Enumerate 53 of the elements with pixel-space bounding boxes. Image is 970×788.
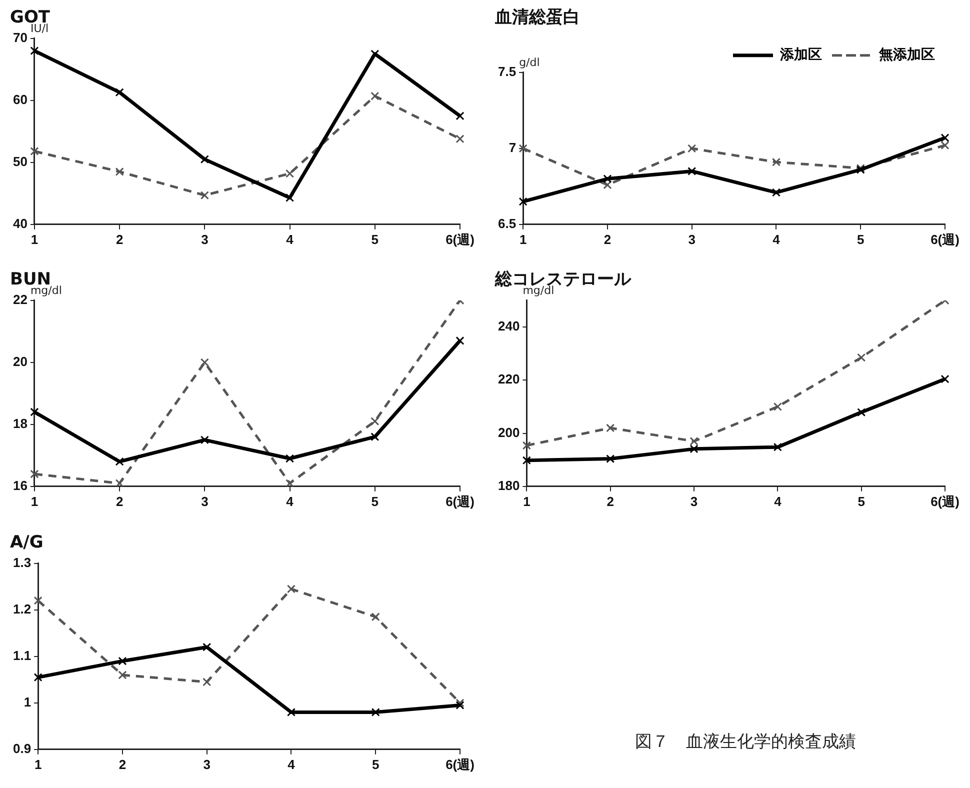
x-tick-label: 3 [690,494,698,509]
y-tick-label: 18 [12,416,28,431]
y-tick-label: 20 [12,354,28,369]
x-tick-label: 6(週) [446,494,474,509]
x-tick-label: 2 [604,232,612,247]
x-tick-label: 4 [772,232,781,247]
y-tick-label: 16 [12,478,28,493]
x-tick-label: 3 [688,232,696,247]
y-tick-label: 1.3 [12,554,32,570]
y-tick-label: 7.5 [498,64,516,79]
y-tick-label: 7 [508,140,516,155]
x-tick-label: 1 [34,756,42,772]
x-tick-label: 6(週) [446,756,474,772]
x-tick-label: 3 [203,756,210,772]
y-tick-label: 220 [498,372,520,387]
x-tick-label: 4 [286,494,294,509]
x-tick-label: 6(週) [930,232,960,247]
y-tick-label: 1 [24,694,32,710]
x-tick-label: 5 [371,494,379,509]
y-tick-label: 50 [12,154,28,169]
x-tick-label: 2 [116,232,124,247]
x-tick-label: 5 [372,756,380,772]
x-tick-label: 4 [286,232,294,247]
x-tick-label: 2 [118,756,126,772]
x-tick-label: 6(週) [930,494,960,509]
x-tick-label: 3 [201,494,208,509]
x-tick-label: 5 [856,232,864,247]
caption: 図７ 血液生化学的検査成績 [635,731,856,753]
y-tick-label: 1.2 [12,601,32,616]
x-tick-label: 5 [858,494,865,509]
x-tick-label: 3 [201,232,208,247]
y-axis-title: g/dl [519,56,540,69]
x-tick-label: 6(週) [446,232,474,247]
y-tick-label: 240 [498,318,520,334]
y-tick-label: 22 [12,292,28,307]
y-tick-label: 1.1 [12,648,32,663]
y-tick-label: 6.5 [498,216,516,231]
y-tick-label: 60 [12,92,28,107]
legend-label: 無添加区 [878,47,935,64]
x-tick-label: 2 [606,494,614,509]
y-tick-label: 40 [12,216,28,231]
y-tick-label: 70 [12,30,28,45]
x-tick-label: 5 [371,232,379,247]
x-tick-label: 1 [523,494,530,509]
chart-title: A/G [10,532,44,553]
chart-title: 血清総蛋白 [494,8,580,28]
x-tick-label: 4 [288,756,296,772]
x-tick-label: 4 [774,494,782,509]
y-tick-label: 180 [498,478,520,493]
legend-label: 添加区 [779,47,822,64]
x-tick-label: 2 [116,494,124,509]
y-tick-label: 200 [498,424,520,440]
y-tick-label: 0.9 [12,740,32,756]
